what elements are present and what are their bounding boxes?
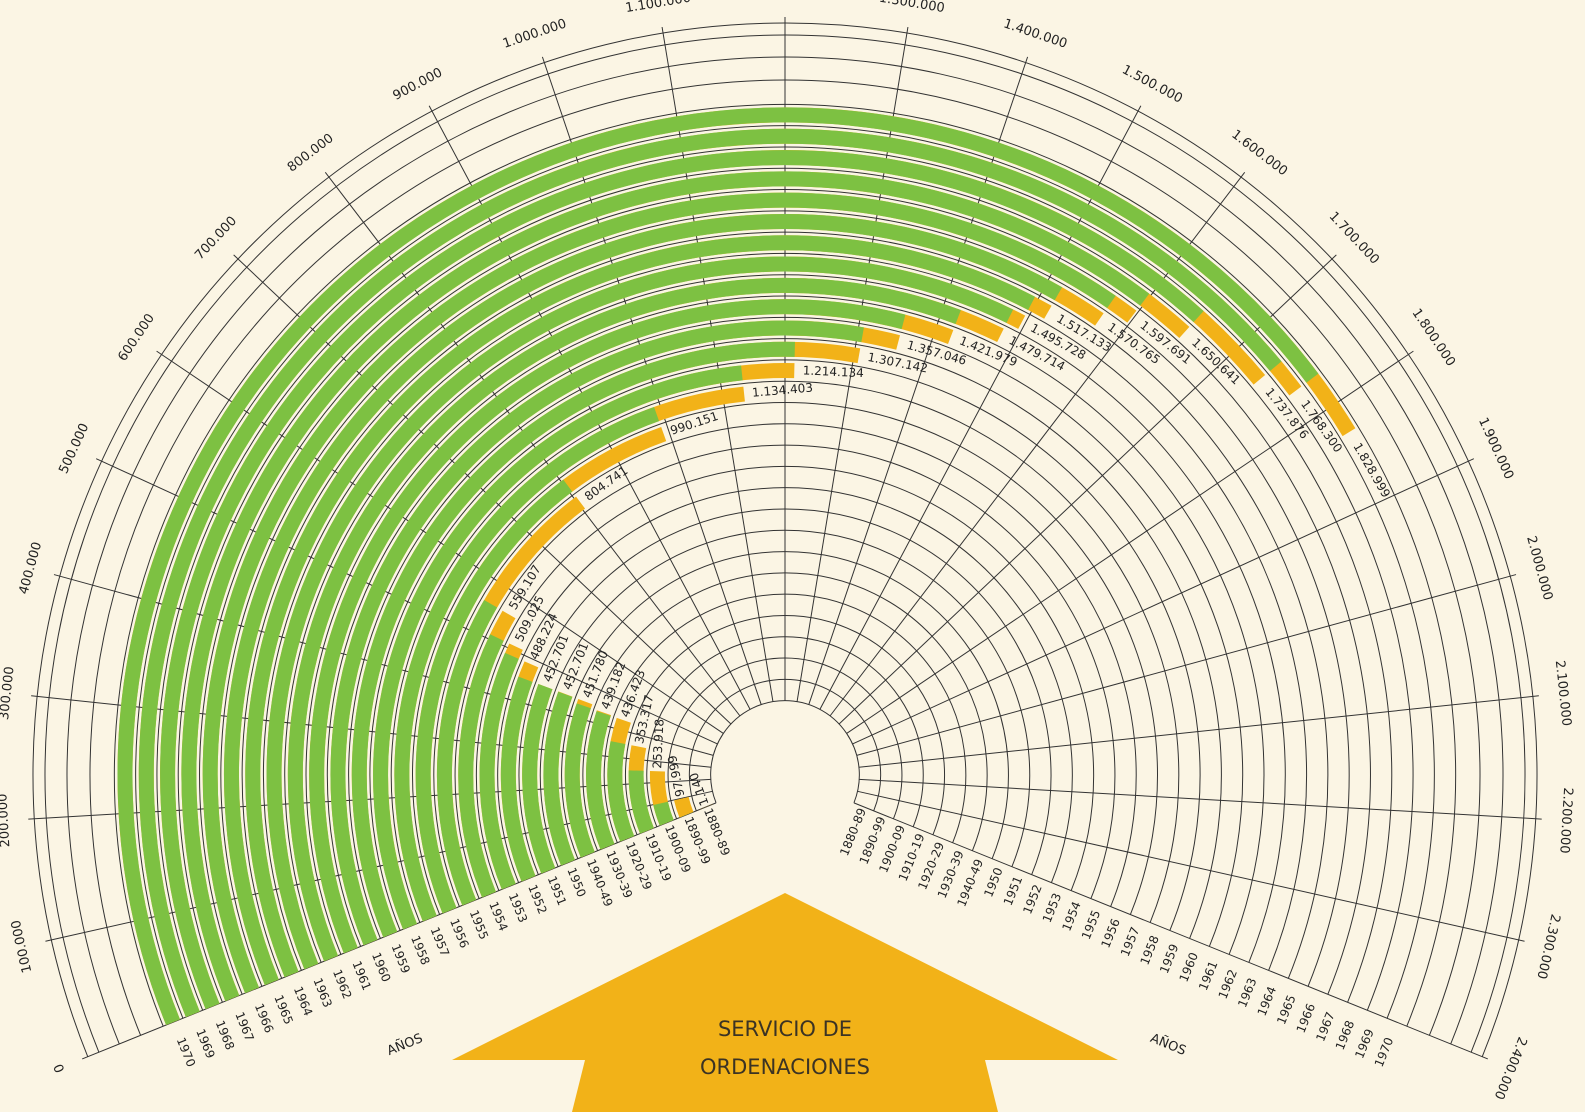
bar <box>181 171 1150 1002</box>
bar <box>245 235 1036 978</box>
arrow-text: ORDENACIONES <box>700 1055 870 1079</box>
radial-grid-line <box>846 350 1414 734</box>
bar <box>394 406 660 922</box>
bar <box>202 192 1116 994</box>
tick-label: 1.200.000 <box>752 0 818 1</box>
radial-grid-line <box>858 695 1539 768</box>
bar <box>564 703 595 858</box>
arrow-text: SERVICIO DE <box>718 1017 852 1041</box>
bar <box>373 365 743 930</box>
value-label: 1.214.134 <box>802 363 864 380</box>
bar <box>351 341 795 938</box>
bar-increment <box>674 796 694 818</box>
value-label: 1.134.403 <box>751 381 813 400</box>
tick-label: 2.100.000 <box>1552 660 1574 727</box>
bar <box>330 320 864 946</box>
bar <box>117 107 1319 1026</box>
ring-line <box>710 700 860 804</box>
bar <box>223 214 1063 986</box>
bar <box>415 479 573 914</box>
tick-label: 200.000 <box>0 793 13 848</box>
radial-grid-line <box>857 790 1525 942</box>
radial-grid-line <box>859 778 1542 820</box>
bar <box>586 711 615 850</box>
bar <box>266 256 1014 970</box>
bar <box>479 652 519 890</box>
radial-grid-line <box>853 802 1488 1060</box>
bar <box>653 801 674 826</box>
bar <box>287 277 961 962</box>
bar <box>607 741 635 842</box>
bar <box>309 299 906 954</box>
bar <box>628 770 654 834</box>
bars <box>117 107 1356 1026</box>
bar <box>522 684 556 874</box>
radial-grid-line <box>856 574 1517 756</box>
bar <box>160 150 1204 1010</box>
bar <box>436 600 498 906</box>
bar <box>543 691 575 866</box>
radial-grid-line <box>852 458 1475 745</box>
bar <box>458 634 504 898</box>
arrow <box>452 893 1118 1112</box>
tick-label: 300.000 <box>0 666 18 721</box>
bar <box>500 676 536 882</box>
value-label: 253.918 <box>650 719 666 769</box>
tick-label: 2.200.000 <box>1556 787 1575 854</box>
bar <box>138 128 1282 1018</box>
